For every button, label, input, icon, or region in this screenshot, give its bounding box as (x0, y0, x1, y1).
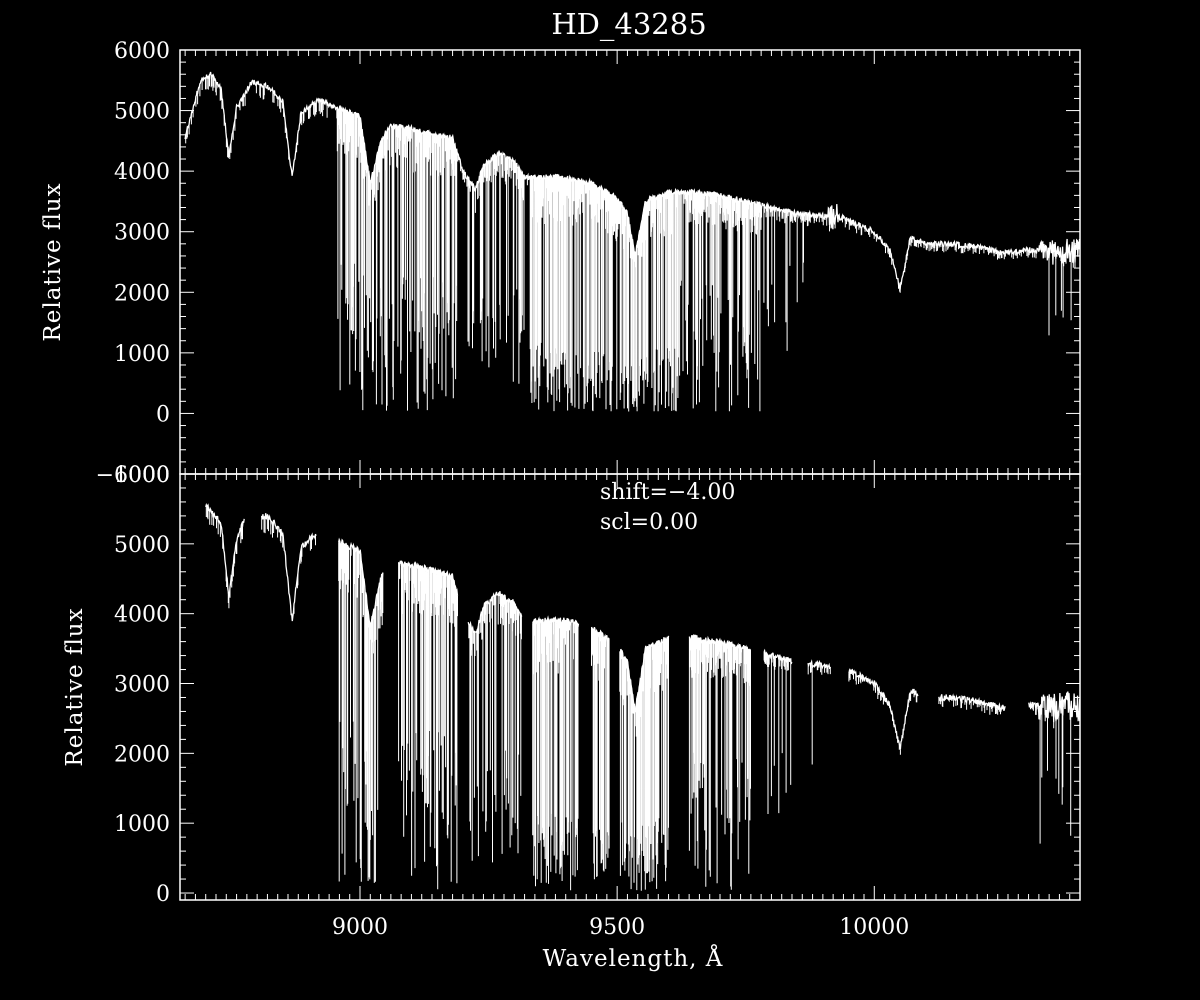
x-tick-label: 10000 (839, 915, 909, 940)
top-y-tick-label: 4000 (114, 160, 170, 185)
x-tick-labels: 9000 9500 10000 (332, 915, 909, 940)
bottom-y-tick-label: 2000 (114, 742, 170, 767)
top-y-tick-label: 2000 (114, 281, 170, 306)
bottom-y-tick-label: 5000 (114, 533, 170, 558)
bottom-ticks (180, 473, 1081, 900)
bottom-y-axis-label: Relative flux (62, 607, 88, 766)
top-y-tick-label: 5000 (114, 100, 170, 125)
top-ticks (180, 49, 1081, 475)
bottom-y-tick-label: 1000 (114, 812, 170, 837)
top-spectrum-absorption-lines (185, 74, 1080, 412)
bottom-y-tick-label: 4000 (114, 603, 170, 628)
bottom-plot-frame (179, 473, 1081, 901)
shift-annotation: shift=−4.00 (600, 480, 735, 505)
top-y-tick-label: 6000 (114, 39, 170, 64)
top-y-axis-label: Relative flux (40, 182, 66, 341)
top-y-tick-label: 3000 (114, 221, 170, 246)
bottom-y-tick-label: 6000 (114, 463, 170, 488)
scale-annotation: scl=0.00 (600, 510, 698, 535)
x-tick-label: 9000 (332, 915, 388, 940)
top-y-tick-label: −1000 (96, 463, 170, 488)
bottom-y-tick-labels: 6000 5000 4000 3000 2000 1000 0 (114, 463, 170, 907)
bottom-spectrum-absorption-lines (205, 504, 1080, 891)
x-axis-label: Wavelength, Å (543, 944, 724, 972)
bottom-spectrum (205, 502, 1081, 891)
top-y-tick-label: 0 (156, 402, 170, 427)
bottom-y-tick-label: 0 (156, 882, 170, 907)
top-panel: 6000 5000 4000 3000 2000 1000 0 −1000 Relative … (40, 39, 1081, 488)
chart-title: HD_43285 (551, 7, 706, 42)
x-tick-label: 9500 (589, 915, 645, 940)
top-y-tick-label: 1000 (114, 342, 170, 367)
bottom-y-tick-label: 3000 (114, 673, 170, 698)
top-y-tick-labels: 6000 5000 4000 3000 2000 1000 0 −1000 (96, 39, 170, 488)
top-spectrum (184, 71, 1081, 412)
